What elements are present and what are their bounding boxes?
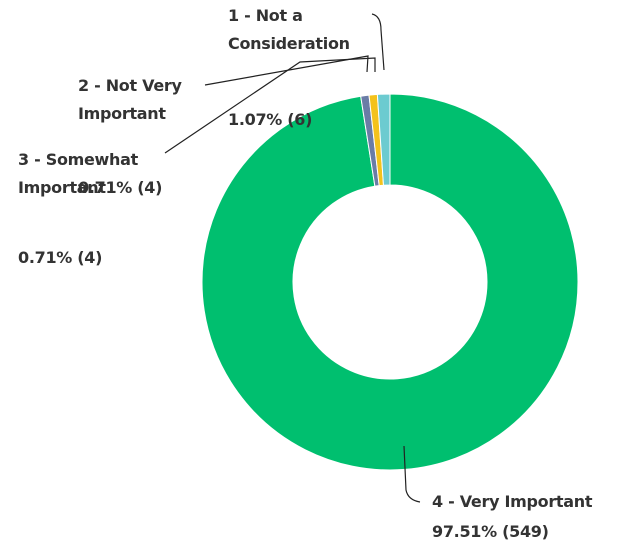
category-label: 2 - Not Very Important <box>78 76 182 123</box>
category-label: 4 - Very Important <box>432 492 593 511</box>
value-label: 0.71% (4) <box>78 178 163 197</box>
value-label: 97.51% (549) <box>432 522 549 541</box>
leader-line <box>164 57 376 154</box>
leader-line <box>371 13 385 71</box>
value-label: 0.71% (4) <box>18 248 103 267</box>
donut-slice <box>201 93 579 471</box>
value-label: 1.07% (6) <box>228 110 313 129</box>
leader-line <box>403 445 421 503</box>
leader-line <box>204 55 369 86</box>
donut-slice <box>376 93 391 186</box>
category-label: 3 - Somewhat Important <box>18 150 138 197</box>
category-label: 1 - Not a Consideration <box>228 6 350 53</box>
